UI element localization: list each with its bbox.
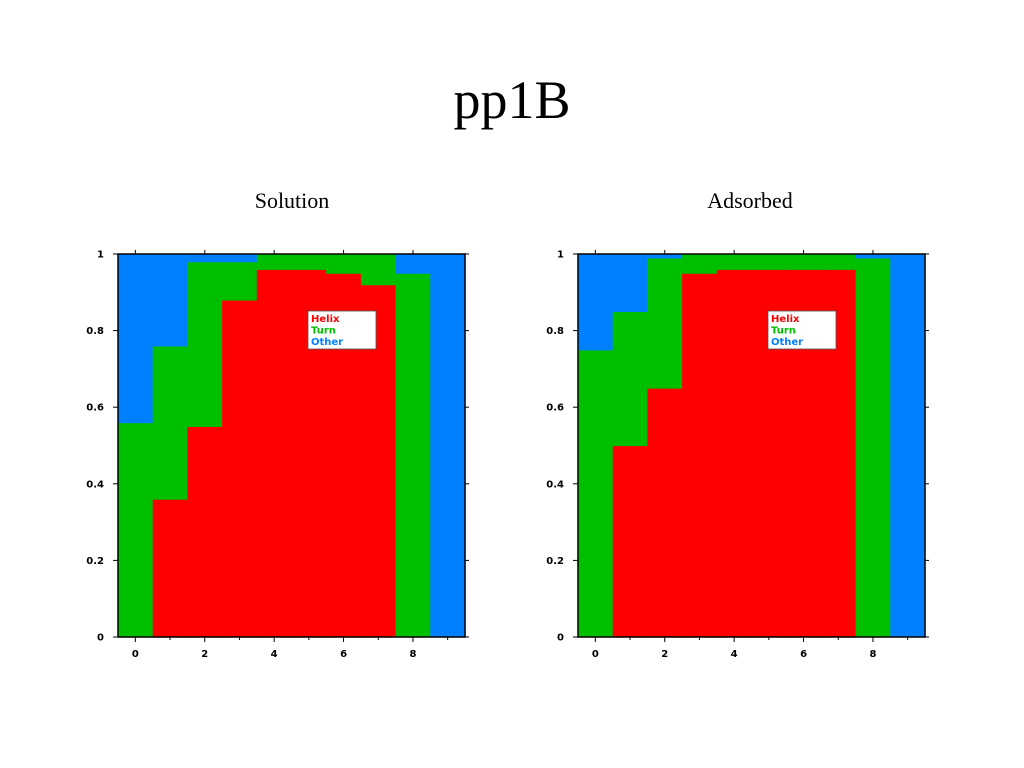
legend-box: [767, 310, 837, 350]
y-tick-label: 0.8: [86, 326, 104, 337]
y-tick-label: 0.2: [86, 556, 104, 567]
x-tick-label: 4: [731, 649, 738, 660]
legend-other: Other: [771, 337, 803, 348]
bar-helix-3: [682, 273, 718, 638]
bar-helix-3: [222, 299, 258, 638]
y-tick-label: 0.6: [546, 403, 564, 414]
bar-turn-2: [187, 261, 223, 427]
bar-turn-6: [326, 254, 362, 274]
y-tick-label: 1: [97, 250, 104, 261]
bar-turn-8: [855, 257, 891, 638]
bar-turn-2: [647, 257, 683, 389]
legend-helix: Helix: [311, 314, 340, 325]
legend-turn: Turn: [311, 326, 336, 337]
x-tick-label: 2: [201, 649, 208, 660]
bar-other-3: [222, 254, 258, 263]
chart-title-adsorbed: Adsorbed: [707, 188, 793, 213]
x-tick-label: 0: [592, 649, 599, 660]
x-tick-label: 6: [340, 649, 347, 660]
x-tick-label: 2: [661, 649, 668, 660]
y-tick-label: 0: [557, 633, 564, 644]
bar-helix-4: [256, 269, 293, 638]
bar-other-2: [187, 254, 223, 263]
bar-turn-5: [751, 254, 787, 270]
legend-other: Other: [311, 337, 343, 348]
bar-turn-0: [578, 349, 614, 638]
bar-helix-1: [612, 445, 648, 638]
bar-other-1: [612, 254, 648, 313]
bar-turn-7: [820, 254, 857, 270]
bar-turn-8: [395, 273, 431, 638]
y-tick-label: 0.6: [86, 403, 104, 414]
y-tick-label: 0.2: [546, 556, 564, 567]
plot-frame: [577, 253, 926, 638]
bar-turn-3: [222, 261, 258, 301]
bar-turn-4: [716, 254, 753, 270]
bar-helix-2: [647, 388, 683, 638]
x-tick-label: 8: [869, 649, 876, 660]
legend-box: [307, 310, 377, 350]
bar-other-9: [890, 254, 926, 638]
bar-turn-3: [682, 254, 718, 274]
bar-other-1: [152, 254, 188, 347]
x-tick-label: 6: [800, 649, 807, 660]
y-tick-label: 0.8: [546, 326, 564, 337]
chart-title-solution: Solution: [254, 188, 330, 213]
legend-helix: Helix: [771, 314, 800, 325]
y-tick-label: 0.4: [86, 479, 104, 490]
legend-turn: Turn: [771, 326, 796, 337]
y-tick-label: 0.4: [546, 479, 564, 490]
bar-other-8: [395, 254, 431, 274]
bar-turn-1: [152, 345, 188, 500]
bar-turn-1: [612, 311, 648, 447]
y-tick-label: 1: [557, 250, 564, 261]
plot-frame: [117, 253, 466, 638]
bar-helix-4: [716, 269, 753, 638]
bar-helix-1: [152, 499, 188, 638]
bar-other-8: [855, 254, 891, 259]
bar-other-9: [430, 254, 466, 638]
bar-turn-7: [360, 254, 397, 286]
x-tick-label: 8: [409, 649, 416, 660]
x-tick-label: 0: [132, 649, 139, 660]
bar-other-0: [118, 254, 154, 424]
bar-other-2: [647, 254, 683, 259]
bar-turn-5: [291, 254, 327, 270]
y-tick-label: 0: [97, 633, 104, 644]
bar-other-0: [578, 254, 614, 351]
bar-turn-6: [786, 254, 822, 270]
bar-turn-4: [256, 254, 293, 270]
bar-helix-2: [187, 426, 223, 638]
x-tick-label: 4: [271, 649, 278, 660]
page-title: pp1B: [453, 70, 571, 130]
bar-turn-0: [118, 422, 154, 638]
